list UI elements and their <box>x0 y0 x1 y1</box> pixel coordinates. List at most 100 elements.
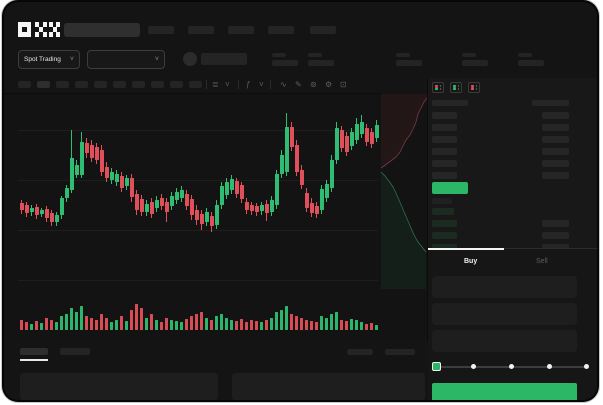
bid-amount-placeholder <box>542 232 569 239</box>
nav-item-placeholder[interactable] <box>228 26 254 34</box>
candle-body <box>340 130 344 148</box>
ask-price-placeholder[interactable] <box>432 160 457 167</box>
stat-label-placeholder <box>272 53 286 57</box>
ask-price-placeholder[interactable] <box>432 112 457 119</box>
candle-body <box>335 128 339 160</box>
volume-bar <box>90 318 93 330</box>
timeframe-button[interactable] <box>170 81 183 88</box>
chevron-down-icon[interactable]: ˅ <box>259 80 264 89</box>
chevron-down-icon[interactable]: ˅ <box>225 80 230 89</box>
last-price-bar[interactable] <box>432 182 468 194</box>
candle-style-icon[interactable]: ≣ <box>212 80 219 89</box>
chevron-down-icon: ˅ <box>154 56 159 63</box>
orderbook-depth-chart <box>380 93 428 289</box>
candle-body <box>215 205 219 225</box>
pair-dropdown[interactable]: ˅ <box>87 50 165 69</box>
nav-item-placeholder[interactable] <box>310 26 336 34</box>
book-split-view[interactable] <box>432 82 444 93</box>
timeframe-button[interactable] <box>132 81 145 88</box>
buy-tab-underline <box>428 248 504 250</box>
volume-bar <box>290 314 293 330</box>
candle-body <box>100 150 104 172</box>
candle-body <box>210 216 214 226</box>
ask-amount-placeholder <box>542 160 569 167</box>
volume-bar <box>215 316 218 330</box>
candle-body <box>350 132 354 146</box>
bid-price-placeholder[interactable] <box>432 208 454 215</box>
timeframe-button[interactable] <box>113 81 126 88</box>
buy-button[interactable] <box>432 383 577 400</box>
nav-item-placeholder[interactable] <box>188 26 214 34</box>
candle-body <box>120 176 124 188</box>
volume-bar <box>270 318 273 330</box>
ask-price-placeholder[interactable] <box>432 124 457 131</box>
bottom-tab-placeholder[interactable] <box>60 348 90 355</box>
candle-body <box>250 205 254 211</box>
nav-item-placeholder[interactable] <box>148 26 174 34</box>
volume-bar <box>100 314 103 330</box>
volume-bar <box>295 316 298 330</box>
bid-price-placeholder[interactable] <box>432 220 457 227</box>
fullscreen-icon[interactable]: ⊡ <box>340 80 347 89</box>
volume-bar <box>35 321 38 330</box>
draw-pencil-icon[interactable]: ✎ <box>295 80 302 89</box>
timeframe-button[interactable] <box>18 81 31 88</box>
search-input[interactable] <box>64 23 140 37</box>
timeframe-button[interactable] <box>151 81 164 88</box>
volume-bar <box>185 319 188 330</box>
slider-stop[interactable] <box>509 364 514 369</box>
camera-icon[interactable]: ⊚ <box>310 80 317 89</box>
volume-bar <box>65 314 68 330</box>
book-bids-view[interactable] <box>450 82 462 93</box>
timeframe-button[interactable] <box>75 81 88 88</box>
settings-gear-icon[interactable]: ⚙ <box>325 80 333 89</box>
volume-bar <box>165 318 168 330</box>
volume-bar <box>320 316 323 330</box>
timeframe-button[interactable] <box>56 81 69 88</box>
bid-price-placeholder[interactable] <box>432 244 457 251</box>
ob-header-amount <box>532 100 569 106</box>
volume-bar <box>30 324 33 330</box>
ask-price-placeholder[interactable] <box>432 136 457 143</box>
toolbar-divider <box>238 80 239 89</box>
slider-stop[interactable] <box>547 364 552 369</box>
volume-bar <box>20 320 23 330</box>
line-type-icon[interactable]: ∿ <box>280 80 287 89</box>
order-input-placeholder[interactable] <box>432 303 577 325</box>
book-asks-view[interactable] <box>468 82 480 93</box>
tab-buy[interactable]: Buy <box>464 258 478 265</box>
order-input-placeholder[interactable] <box>432 276 577 298</box>
bottom-action-placeholder[interactable] <box>385 349 415 355</box>
bid-price-placeholder[interactable] <box>432 232 457 239</box>
candle-body <box>355 124 359 140</box>
volume-bar <box>205 318 208 330</box>
volume-bar <box>300 318 303 330</box>
ob-sub-placeholder <box>432 198 452 204</box>
timeframe-button[interactable] <box>37 81 50 88</box>
price-chart[interactable] <box>4 94 428 342</box>
order-input-placeholder[interactable] <box>432 330 577 352</box>
nav-item-placeholder[interactable] <box>268 26 294 34</box>
ask-price-placeholder[interactable] <box>432 148 457 155</box>
volume-bar <box>255 321 258 330</box>
coin-icon <box>183 52 197 66</box>
slider-stop[interactable] <box>584 364 589 369</box>
app-window: Spot Trading ˅ ˅ ≣ ˅ ƒ ˅ ∿ ✎ ⊚ ⚙ ⊡ Buy Sell <box>4 2 597 400</box>
slider-handle[interactable] <box>432 362 441 371</box>
market-type-dropdown[interactable]: Spot Trading ˅ <box>18 50 80 69</box>
bottom-action-placeholder[interactable] <box>347 349 373 355</box>
candle-body <box>85 143 89 153</box>
timeframe-button[interactable] <box>94 81 107 88</box>
bottom-tab-placeholder[interactable] <box>20 348 48 355</box>
candle-body <box>330 160 334 188</box>
volume-bar <box>80 306 83 330</box>
timeframe-button[interactable] <box>189 81 202 88</box>
candle-body <box>80 142 84 175</box>
slider-stop[interactable] <box>471 364 476 369</box>
volume-bar <box>105 318 108 330</box>
candle-body <box>300 170 304 185</box>
ask-price-placeholder[interactable] <box>432 172 457 179</box>
indicators-icon[interactable]: ƒ <box>246 80 251 89</box>
candle-body <box>345 136 349 152</box>
tab-sell[interactable]: Sell <box>536 258 548 265</box>
